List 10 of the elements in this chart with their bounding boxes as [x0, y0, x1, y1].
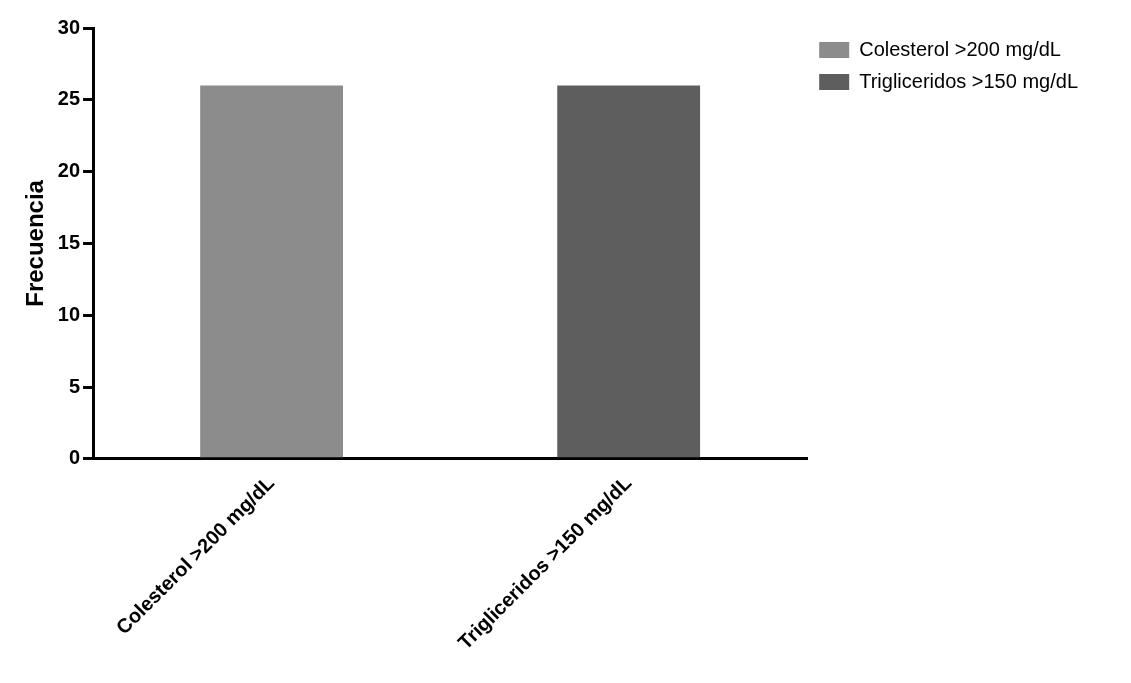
- y-tick-label: 25: [57, 87, 81, 110]
- y-tick-label: 20: [57, 159, 81, 182]
- y-tick-label: 10: [57, 302, 81, 325]
- legend-label: Colesterol >200 mg/dL: [859, 37, 1061, 60]
- y-tick-label: 15: [57, 230, 81, 253]
- y-tick-label: 0: [68, 446, 81, 469]
- y-axis-title: Frecuencia: [21, 179, 49, 307]
- y-tick-label: 30: [57, 15, 81, 38]
- legend-label: Trigliceridos >150 mg/dL: [859, 69, 1078, 92]
- y-tick-label: 5: [68, 374, 81, 397]
